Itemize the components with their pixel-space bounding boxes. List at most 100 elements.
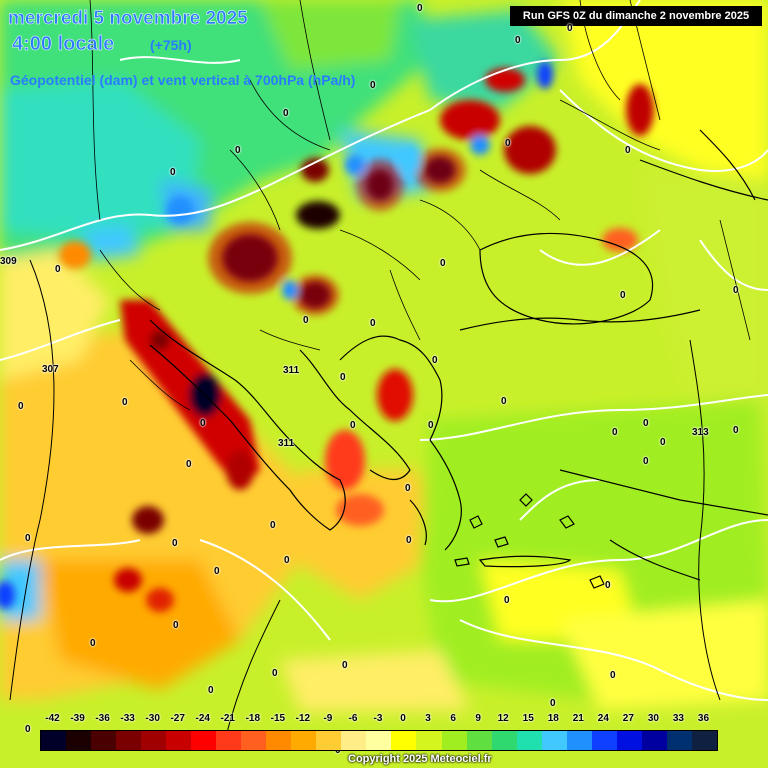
zero-label: 0 bbox=[208, 685, 214, 696]
legend-swatch bbox=[66, 731, 92, 750]
zero-label: 0 bbox=[235, 145, 241, 156]
legend-label: -3 bbox=[373, 713, 383, 724]
zero-label: 0 bbox=[605, 580, 611, 591]
zero-label: 0 bbox=[733, 425, 739, 436]
zero-label: 0 bbox=[643, 418, 649, 429]
legend-label: -30 bbox=[145, 713, 160, 724]
legend-label: -24 bbox=[195, 713, 210, 724]
coastlines bbox=[149, 129, 768, 589]
zero-label: 0 bbox=[417, 3, 423, 14]
legend-swatch bbox=[266, 731, 292, 750]
zero-label: 0 bbox=[172, 538, 178, 549]
legend-label: -42 bbox=[45, 713, 60, 724]
zero-label: 0 bbox=[90, 638, 96, 649]
zero-label: 0 bbox=[550, 698, 556, 709]
zero-label: 0 bbox=[122, 397, 128, 408]
legend-label: -9 bbox=[323, 713, 333, 724]
legend-swatch bbox=[666, 731, 692, 750]
legend-swatch bbox=[141, 731, 167, 750]
legend-swatch bbox=[541, 731, 567, 750]
legend-label: -12 bbox=[295, 713, 311, 724]
legend-label: 3 bbox=[425, 713, 431, 724]
zero-label: 0 bbox=[370, 80, 376, 91]
zero-label: 0 bbox=[173, 620, 179, 631]
legend-label: 21 bbox=[572, 713, 584, 724]
legend-label: 12 bbox=[497, 713, 509, 724]
forecast-offset: (+75h) bbox=[150, 37, 192, 53]
legend-label: -36 bbox=[95, 713, 110, 724]
legend-label: 30 bbox=[647, 713, 659, 724]
zero-label: 0 bbox=[501, 396, 507, 407]
zero-label: 0 bbox=[342, 660, 348, 671]
borders bbox=[89, 0, 751, 411]
copyright: Copyright 2025 Meteociel.fr bbox=[348, 753, 492, 765]
zero-label: 0 bbox=[515, 35, 521, 46]
geopotential-label: 309 bbox=[0, 256, 17, 267]
forecast-time: 4:00 locale bbox=[12, 33, 115, 56]
geopotential-label: 313 bbox=[692, 427, 709, 438]
geopotential-label: 307 bbox=[42, 364, 59, 375]
legend-label: -27 bbox=[170, 713, 185, 724]
zero-label: 0 bbox=[625, 145, 631, 156]
zero-label: 0 bbox=[612, 427, 618, 438]
legend-label: -33 bbox=[120, 713, 135, 724]
legend-swatch bbox=[441, 731, 467, 750]
zero-label: 0 bbox=[25, 533, 31, 544]
zero-contours bbox=[0, 0, 768, 701]
geopotential-label: 311 bbox=[283, 365, 300, 376]
legend-swatch bbox=[466, 731, 492, 750]
legend-swatch bbox=[491, 731, 517, 750]
zero-label: 0 bbox=[350, 420, 356, 431]
zero-label: 0 bbox=[55, 264, 61, 275]
forecast-date: mercredi 5 novembre 2025 bbox=[8, 8, 248, 30]
zero-label: 0 bbox=[405, 483, 411, 494]
zero-label: 0 bbox=[284, 555, 290, 566]
legend-label: 0 bbox=[400, 713, 406, 724]
zero-label: 0 bbox=[733, 285, 739, 296]
intense-cells bbox=[0, 61, 654, 612]
variable-description: Géopotentiel (dam) et vent vertical à 70… bbox=[10, 72, 356, 88]
legend-swatch bbox=[316, 731, 342, 750]
zero-label: 0 bbox=[18, 401, 24, 412]
zero-label: 0 bbox=[406, 535, 412, 546]
legend-label: 15 bbox=[522, 713, 534, 724]
zero-label: 0 bbox=[170, 167, 176, 178]
legend-label: -6 bbox=[348, 713, 358, 724]
zero-label: 0 bbox=[505, 138, 511, 149]
legend-label: 18 bbox=[547, 713, 559, 724]
run-info: Run GFS 0Z du dimanche 2 novembre 2025 bbox=[510, 6, 762, 26]
legend-label: -18 bbox=[245, 713, 261, 724]
zero-label: 0 bbox=[432, 355, 438, 366]
legend-swatch bbox=[616, 731, 642, 750]
legend-swatch bbox=[291, 731, 317, 750]
zero-label: 0 bbox=[272, 668, 278, 679]
zero-label: 0 bbox=[567, 23, 573, 34]
legend-swatch bbox=[591, 731, 617, 750]
legend-swatch bbox=[91, 731, 117, 750]
zero-label: 0 bbox=[283, 108, 289, 119]
geopotential-contours bbox=[9, 259, 721, 741]
legend-labels: -42 -39 -36 -33 -30 -27 -24 -21 -18 -15 -12 -9 -6 -3 0… bbox=[40, 713, 716, 727]
zero-label: 0 bbox=[504, 595, 510, 606]
zero-label: 0 bbox=[620, 290, 626, 301]
legend-label: 33 bbox=[672, 713, 684, 724]
color-legend bbox=[40, 730, 718, 751]
legend-swatch bbox=[166, 731, 192, 750]
geopotential-label: 311 bbox=[278, 438, 295, 449]
zero-label: 0 bbox=[610, 670, 616, 681]
legend-label: 24 bbox=[597, 713, 609, 724]
legend-swatch bbox=[116, 731, 142, 750]
legend-swatch bbox=[366, 731, 392, 750]
legend-label: -39 bbox=[70, 713, 85, 724]
legend-label: -21 bbox=[220, 713, 235, 724]
zero-label: 0 bbox=[340, 372, 346, 383]
legend-swatch bbox=[241, 731, 267, 750]
zero-label: 0 bbox=[214, 566, 220, 577]
zero-label: 0 bbox=[370, 318, 376, 329]
legend-swatch bbox=[41, 731, 67, 750]
legend-swatch bbox=[341, 731, 367, 750]
zero-label: 0 bbox=[270, 520, 276, 531]
legend-swatch bbox=[391, 731, 417, 750]
legend-swatch bbox=[191, 731, 217, 750]
